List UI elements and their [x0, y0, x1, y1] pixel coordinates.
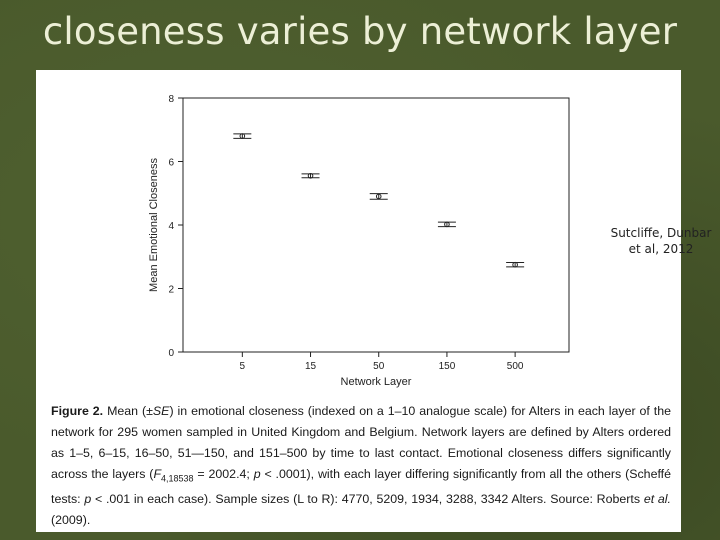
x-tick-label: 150: [439, 361, 456, 372]
data-point: [307, 172, 314, 179]
data-point: [375, 193, 382, 200]
x-tick-label: 15: [305, 361, 317, 372]
plot-frame: [182, 97, 570, 353]
figure-caption: Figure 2. Mean (±SE) in emotional closen…: [51, 401, 671, 531]
caption-text-6: (2009).: [51, 513, 91, 528]
data-point: [444, 221, 450, 228]
data-point: [239, 133, 246, 139]
x-tick-label: 50: [373, 361, 385, 372]
citation-line-1: Sutcliffe, Dunbar: [610, 226, 712, 240]
data-point: [512, 261, 518, 268]
figure-panel: 0 2 4 6 8 5 15 50 150 500 Network Layer Mean Emotio…: [36, 70, 711, 532]
x-tick-label: 5: [240, 361, 246, 372]
caption-text-3: = 2002.4;: [193, 467, 254, 481]
caption-text-5: < .001 in each case). Sample sizes (L to…: [91, 492, 644, 507]
caption-stat-p2: p: [84, 492, 92, 507]
y-axis-label: Mean Emotional Closeness: [148, 158, 160, 292]
caption-text-1: Mean (±: [107, 404, 153, 418]
caption-etal: et al.: [643, 492, 671, 507]
y-tick-label: 0: [168, 348, 174, 359]
y-tick-label: 8: [168, 94, 174, 105]
chart: 0 2 4 6 8 5 15 50 150 500 Network Layer Mean Emotio…: [148, 94, 570, 388]
caption-stat-p: p: [253, 467, 261, 481]
caption-text-4: < .0001), with each layer differing sign…: [51, 467, 672, 507]
y-tick-label: 2: [168, 285, 174, 296]
caption-figure-label: Figure 2.: [51, 404, 104, 418]
caption-se: SE: [152, 404, 170, 418]
slide-title: closeness varies by network layer: [42, 10, 678, 53]
x-axis-label: Network Layer: [341, 376, 412, 388]
y-tick-label: 6: [168, 158, 174, 169]
caption-text-2: ) in emotional closeness (indexed on a 1…: [51, 404, 672, 481]
citation-line-2: et al, 2012: [628, 242, 694, 256]
citation-note: Sutcliffe, Dunbar et al, 2012: [602, 225, 720, 257]
caption-stat-df: 4,18538: [161, 473, 194, 484]
caption-stat-f: F: [153, 467, 162, 481]
x-tick-label: 500: [507, 361, 524, 372]
y-tick-label: 4: [168, 221, 174, 232]
